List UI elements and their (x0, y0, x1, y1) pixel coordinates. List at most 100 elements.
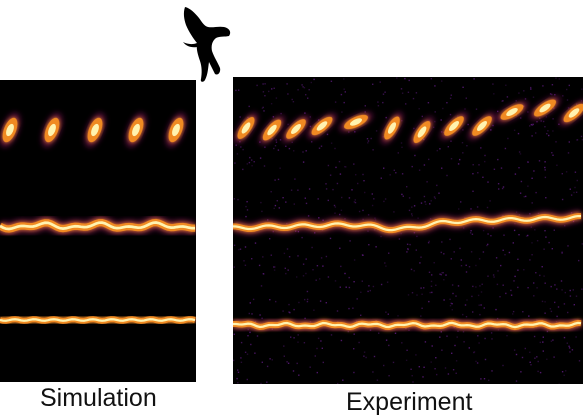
noise-speck (239, 248, 242, 250)
noise-speck (407, 248, 409, 251)
noise-speck (551, 152, 553, 154)
noise-speck (288, 303, 290, 306)
noise-speck (413, 205, 416, 207)
noise-speck (372, 371, 374, 373)
experiment-wavy-line (233, 210, 582, 236)
noise-speck (344, 91, 346, 93)
noise-speck (334, 280, 337, 282)
noise-speck (302, 151, 304, 153)
noise-speck (290, 189, 293, 191)
noise-speck (546, 133, 548, 135)
noise-speck (332, 188, 334, 191)
noise-speck (260, 382, 262, 384)
noise-speck (309, 366, 311, 368)
noise-speck (420, 202, 423, 204)
noise-speck (451, 352, 453, 354)
noise-speck (567, 311, 569, 314)
noise-speck (419, 262, 421, 264)
noise-speck (291, 98, 293, 101)
noise-speck (475, 264, 477, 267)
noise-speck (244, 264, 247, 266)
noise-speck (240, 361, 243, 363)
noise-speck (492, 124, 494, 127)
noise-speck (443, 299, 445, 301)
noise-speck (479, 285, 481, 287)
noise-speck (428, 158, 430, 161)
noise-speck (472, 190, 474, 192)
noise-speck (348, 307, 350, 310)
noise-speck (262, 106, 264, 109)
noise-speck (539, 341, 541, 344)
noise-speck (311, 141, 313, 143)
noise-speck (429, 203, 431, 205)
noise-speck (545, 236, 547, 238)
noise-speck (530, 123, 533, 126)
noise-speck (520, 371, 522, 373)
noise-speck (500, 167, 503, 169)
noise-speck (421, 115, 423, 118)
noise-speck (272, 116, 275, 118)
noise-speck (550, 285, 552, 288)
noise-speck (313, 78, 315, 81)
noise-speck (378, 332, 380, 334)
noise-speck (580, 100, 583, 102)
noise-speck (452, 369, 455, 371)
noise-speck (531, 135, 533, 137)
noise-speck (460, 201, 462, 203)
noise-speck (556, 315, 558, 318)
noise-speck (439, 273, 441, 275)
noise-speck (287, 93, 289, 95)
noise-speck (523, 196, 525, 198)
noise-speck (261, 107, 264, 109)
noise-speck (358, 341, 360, 344)
noise-speck (244, 246, 247, 248)
noise-speck (397, 315, 399, 317)
noise-speck (285, 145, 287, 147)
noise-speck (450, 158, 453, 160)
noise-speck (444, 367, 447, 369)
noise-speck (447, 373, 450, 375)
noise-speck (549, 93, 552, 95)
noise-speck (463, 341, 465, 343)
noise-speck (240, 146, 242, 148)
noise-speck (245, 205, 247, 208)
noise-speck (364, 191, 366, 194)
noise-speck (305, 94, 307, 96)
noise-speck (512, 242, 514, 244)
noise-speck (280, 112, 282, 115)
noise-speck (260, 201, 262, 204)
noise-speck (334, 212, 336, 214)
noise-speck (462, 152, 464, 154)
noise-speck (260, 285, 263, 287)
noise-speck (475, 108, 478, 110)
noise-speck (393, 169, 395, 171)
noise-speck (410, 268, 413, 271)
noise-speck (504, 254, 506, 256)
noise-speck (245, 215, 247, 218)
noise-speck (502, 284, 504, 286)
noise-speck (477, 335, 479, 337)
noise-speck (384, 198, 387, 200)
noise-speck (568, 347, 571, 349)
noise-speck (259, 314, 261, 316)
noise-speck (354, 199, 356, 201)
noise-speck (411, 165, 413, 168)
noise-speck (554, 301, 556, 304)
noise-speck (496, 317, 499, 320)
noise-speck (531, 254, 533, 256)
noise-speck (438, 192, 440, 194)
noise-speck (382, 101, 384, 104)
noise-speck (520, 180, 523, 183)
noise-speck (313, 309, 315, 311)
noise-speck (234, 162, 236, 164)
noise-speck (445, 274, 447, 276)
noise-speck (460, 265, 463, 267)
noise-speck (440, 331, 442, 333)
noise-speck (493, 276, 495, 278)
noise-speck (262, 256, 264, 258)
noise-speck (262, 91, 265, 93)
noise-speck (443, 279, 445, 281)
noise-speck (495, 308, 497, 311)
noise-speck (510, 294, 513, 296)
noise-speck (269, 358, 271, 360)
